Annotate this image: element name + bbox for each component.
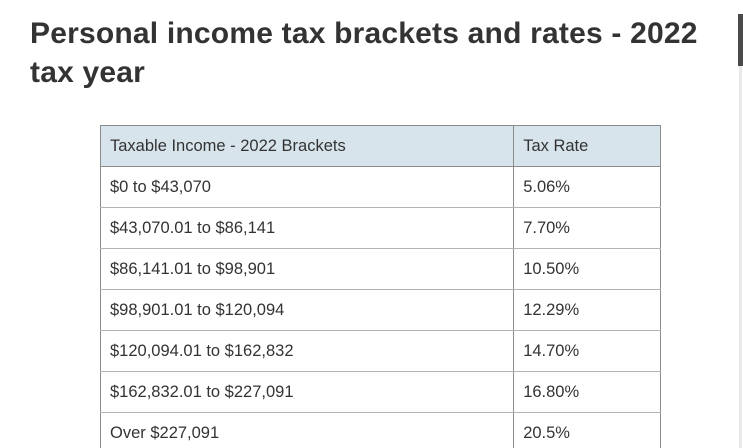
tax-brackets-table-container: Taxable Income - 2022 Brackets Tax Rate … xyxy=(99,125,661,448)
table-row: $86,141.01 to $98,901 10.50% xyxy=(99,248,661,290)
income-bracket-cell: Over $227,091 xyxy=(99,412,515,448)
income-bracket-cell: $43,070.01 to $86,141 xyxy=(99,207,515,249)
tax-rate-cell: 10.50% xyxy=(513,248,661,290)
scrollbar-thumb[interactable] xyxy=(738,14,743,66)
table-row: Over $227,091 20.5% xyxy=(99,412,661,448)
page-title: Personal income tax brackets and rates -… xyxy=(30,17,698,89)
table-row: $0 to $43,070 5.06% xyxy=(99,166,661,208)
tax-rate-cell: 5.06% xyxy=(513,166,661,208)
tax-rate-cell: 14.70% xyxy=(513,330,661,372)
column-header-taxable-income: Taxable Income - 2022 Brackets xyxy=(99,125,515,167)
page: Personal income tax brackets and rates -… xyxy=(0,14,743,448)
income-bracket-cell: $86,141.01 to $98,901 xyxy=(99,248,515,290)
scrollbar-track[interactable] xyxy=(739,14,742,448)
table-header-row: Taxable Income - 2022 Brackets Tax Rate xyxy=(99,125,661,167)
table-row: $98,901.01 to $120,094 12.29% xyxy=(99,289,661,331)
table-row: $43,070.01 to $86,141 7.70% xyxy=(99,207,661,249)
tax-rate-cell: 7.70% xyxy=(513,207,661,249)
column-header-tax-rate: Tax Rate xyxy=(513,125,661,167)
income-bracket-cell: $120,094.01 to $162,832 xyxy=(99,330,515,372)
income-bracket-cell: $0 to $43,070 xyxy=(99,166,515,208)
income-bracket-cell: $98,901.01 to $120,094 xyxy=(99,289,515,331)
table-row: $120,094.01 to $162,832 14.70% xyxy=(99,330,661,372)
tax-rate-cell: 12.29% xyxy=(513,289,661,331)
income-bracket-cell: $162,832.01 to $227,091 xyxy=(99,371,515,413)
tax-rate-cell: 16.80% xyxy=(513,371,661,413)
tax-brackets-table: Taxable Income - 2022 Brackets Tax Rate … xyxy=(99,125,661,448)
tax-rate-cell: 20.5% xyxy=(513,412,661,448)
table-row: $162,832.01 to $227,091 16.80% xyxy=(99,371,661,413)
